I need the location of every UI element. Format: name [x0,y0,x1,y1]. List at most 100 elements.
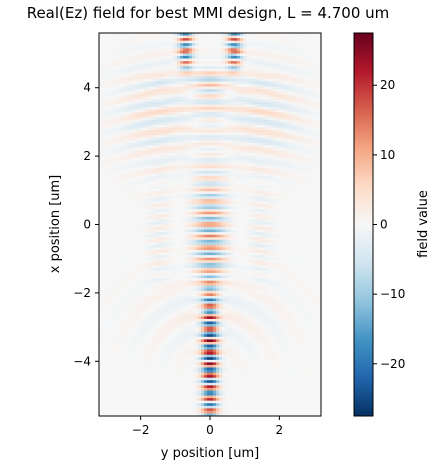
heatmap-cell [186,308,190,312]
heatmap-cell [135,336,139,340]
heatmap-cell [189,135,193,139]
heatmap-cell [114,250,118,254]
heatmap-cell [114,362,118,366]
heatmap-cell [99,265,103,269]
heatmap-cell [168,132,172,136]
heatmap-cell [111,137,115,141]
heatmap-cell [120,221,124,225]
heatmap-cell [153,168,157,172]
heatmap-cell [156,227,160,231]
heatmap-cell [180,367,184,371]
heatmap-cell [108,260,112,264]
heatmap-cell [108,193,112,197]
heatmap-cell [168,216,172,220]
heatmap-cell [153,370,157,374]
heatmap-cell [138,329,142,333]
heatmap-cell [147,359,151,363]
heatmap-cell [105,285,109,289]
heatmap-cell [150,209,154,213]
heatmap-cell [129,250,133,254]
heatmap-cell [108,357,112,361]
heatmap-cell [132,410,136,414]
heatmap-cell [162,252,166,256]
heatmap-cell [141,58,145,62]
heatmap-cell [141,66,145,70]
heatmap-cell [114,35,118,39]
heatmap-cell [111,344,115,348]
heatmap-cell [189,66,193,70]
heatmap-cell [126,198,130,202]
heatmap-cell [117,163,121,167]
heatmap-cell [141,301,145,305]
heatmap-cell [156,204,160,208]
heatmap-cell [195,349,199,353]
heatmap-cell [141,109,145,113]
heatmap-cell [114,140,118,144]
heatmap-cell [156,273,160,277]
heatmap-cell [120,81,124,85]
heatmap-cell [153,33,157,36]
heatmap-cell [174,204,178,208]
heatmap-cell [117,252,121,256]
heatmap-cell [150,55,154,59]
heatmap-cell [102,206,106,210]
heatmap-cell [165,58,169,62]
heatmap-cell [114,55,118,59]
heatmap-cell [123,257,127,261]
heatmap-cell [144,352,148,356]
heatmap-cell [186,119,190,123]
heatmap-cell [111,96,115,100]
heatmap-cell [171,73,175,77]
heatmap-cell [162,347,166,351]
heatmap-cell [168,347,172,351]
heatmap-cell [165,270,169,274]
heatmap-cell [144,122,148,126]
heatmap-cell [168,76,172,80]
heatmap-cell [144,257,148,261]
heatmap-cell [126,275,130,279]
heatmap-cell [162,352,166,356]
heatmap-cell [174,288,178,292]
heatmap-cell [120,331,124,335]
heatmap-cell [165,76,169,80]
heatmap-cell [192,316,196,320]
heatmap-cell [156,81,160,85]
heatmap-cell [144,221,148,225]
heatmap-cell [162,370,166,374]
heatmap-cell [177,66,181,70]
heatmap-cell [108,107,112,111]
heatmap-cell [135,209,139,213]
heatmap-cell [174,324,178,328]
heatmap-cell [153,158,157,162]
heatmap-cell [147,63,151,67]
heatmap-cell [126,250,130,254]
heatmap-cell [195,331,199,335]
heatmap-cell [141,352,145,356]
heatmap-cell [102,298,106,302]
heatmap-cell [162,390,166,394]
heatmap-cell [177,84,181,88]
heatmap-cell [162,119,166,123]
heatmap-cell [138,250,142,254]
heatmap-cell [99,232,103,236]
heatmap-cell [174,408,178,412]
heatmap-cell [150,321,154,325]
heatmap-cell [126,387,130,391]
heatmap-cell [162,163,166,167]
heatmap-cell [192,260,196,264]
heatmap-cell [129,119,133,123]
heatmap-cell [153,50,157,54]
heatmap-cell [99,50,103,54]
heatmap-cell [150,255,154,259]
heatmap-cell [141,150,145,154]
heatmap-cell [150,178,154,182]
heatmap-cell [120,311,124,315]
heatmap-cell [162,209,166,213]
heatmap-cell [108,331,112,335]
heatmap-cell [111,295,115,299]
heatmap-cell [144,63,148,67]
heatmap-cell [156,278,160,282]
heatmap-cell [144,405,148,409]
heatmap-cell [165,104,169,108]
heatmap-cell [132,145,136,149]
